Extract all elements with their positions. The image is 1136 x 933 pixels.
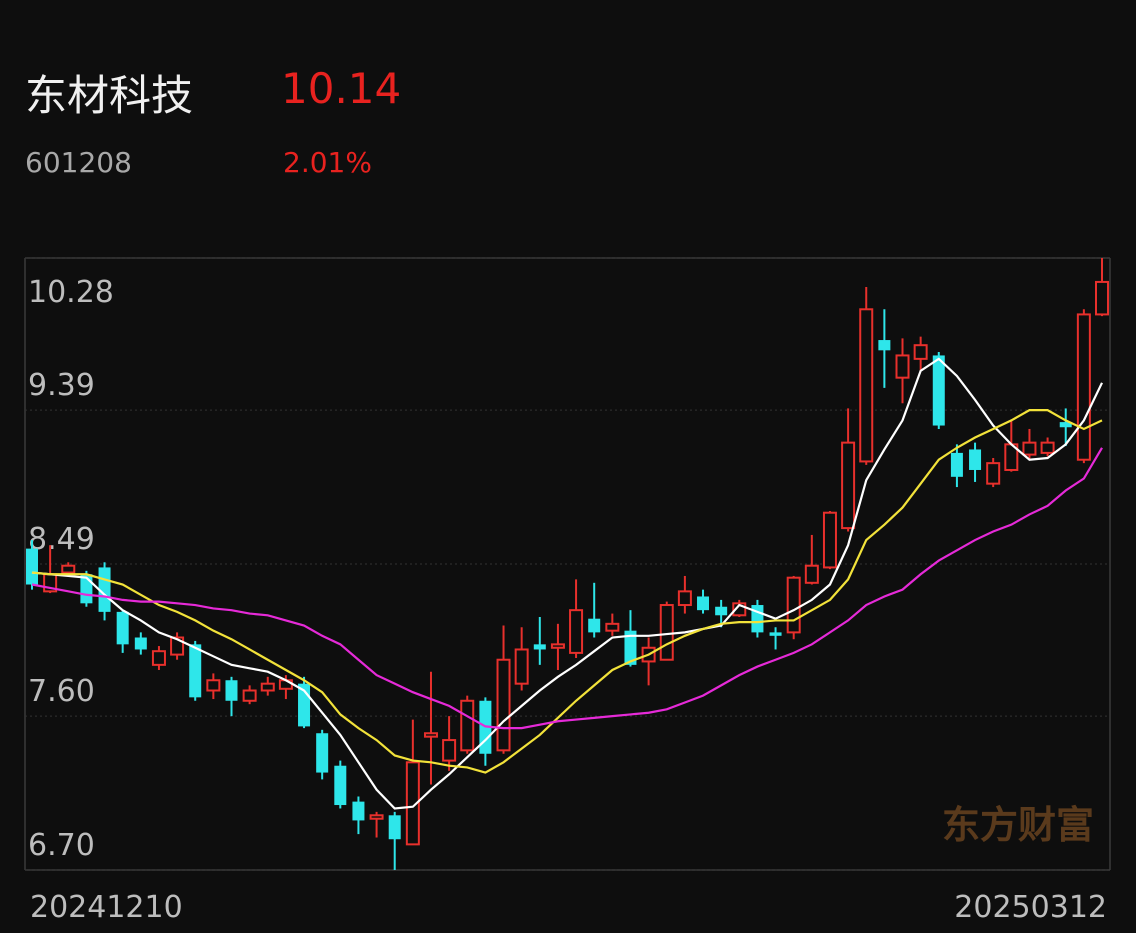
- candle-body: [550, 643, 565, 649]
- candle-body: [659, 604, 674, 661]
- candle-body: [369, 814, 384, 820]
- candle-body: [189, 644, 202, 698]
- candle-body: [334, 765, 347, 806]
- stock-code: 601208: [25, 146, 132, 179]
- candle-body: [442, 739, 457, 762]
- candle-body: [677, 590, 692, 607]
- candle-body: [841, 441, 856, 530]
- y-tick-label: 8.49: [28, 522, 95, 557]
- candle-body: [715, 606, 728, 616]
- candle-body: [732, 602, 747, 617]
- candle-body: [822, 511, 837, 569]
- candle-body: [895, 354, 910, 379]
- candle-body: [1022, 441, 1037, 456]
- y-tick-label: 6.70: [28, 828, 95, 863]
- candle-body: [1059, 422, 1072, 428]
- candle-body: [225, 680, 238, 701]
- stock-price: 10.14: [281, 64, 402, 113]
- candle-body: [932, 355, 945, 426]
- watermark: 东方财富: [942, 803, 1094, 847]
- candle-body: [624, 630, 637, 665]
- candle-body: [1076, 313, 1091, 461]
- candle-body: [26, 548, 38, 585]
- candle-body: [514, 648, 529, 685]
- y-tick-label: 7.60: [28, 674, 95, 709]
- candle-body: [533, 644, 546, 650]
- candle-body: [134, 637, 147, 650]
- stock-change: 2.01%: [283, 146, 372, 179]
- candle-body: [569, 609, 584, 654]
- candle-body: [913, 344, 928, 360]
- candle-body: [260, 682, 275, 692]
- candle-body: [316, 733, 329, 773]
- moving-average-line: [31, 409, 1103, 774]
- stock-name: 东材科技: [25, 71, 194, 120]
- candle-body: [588, 618, 601, 633]
- candle-body: [859, 308, 874, 463]
- candle-body: [116, 611, 129, 645]
- candle-body: [969, 449, 982, 470]
- candle-body: [605, 622, 620, 632]
- x-tick-label: 20241210: [30, 890, 183, 925]
- y-tick-label: 10.28: [28, 275, 114, 310]
- candle-body: [460, 699, 475, 752]
- candle-body: [151, 650, 166, 666]
- candle-body: [1095, 280, 1109, 316]
- x-tick-label: 20250312: [954, 890, 1107, 925]
- candle-body: [786, 576, 801, 634]
- candle-body: [352, 801, 365, 821]
- candle-body: [986, 462, 1001, 485]
- candle-body: [697, 596, 710, 611]
- y-tick-label: 9.39: [28, 368, 95, 403]
- candle-body: [1040, 441, 1055, 454]
- moving-average-line: [31, 447, 1103, 730]
- candle-body: [496, 658, 511, 752]
- candle-body: [950, 452, 963, 477]
- candle-body: [388, 815, 401, 840]
- candle-body: [804, 564, 819, 584]
- candle-body: [405, 761, 420, 846]
- candle-body: [878, 340, 891, 351]
- candle-body: [61, 564, 76, 574]
- moving-average-line: [31, 357, 1103, 810]
- candle-body: [769, 632, 782, 636]
- candle-body: [242, 689, 257, 702]
- candle-body: [423, 732, 438, 738]
- candle-body: [206, 679, 221, 692]
